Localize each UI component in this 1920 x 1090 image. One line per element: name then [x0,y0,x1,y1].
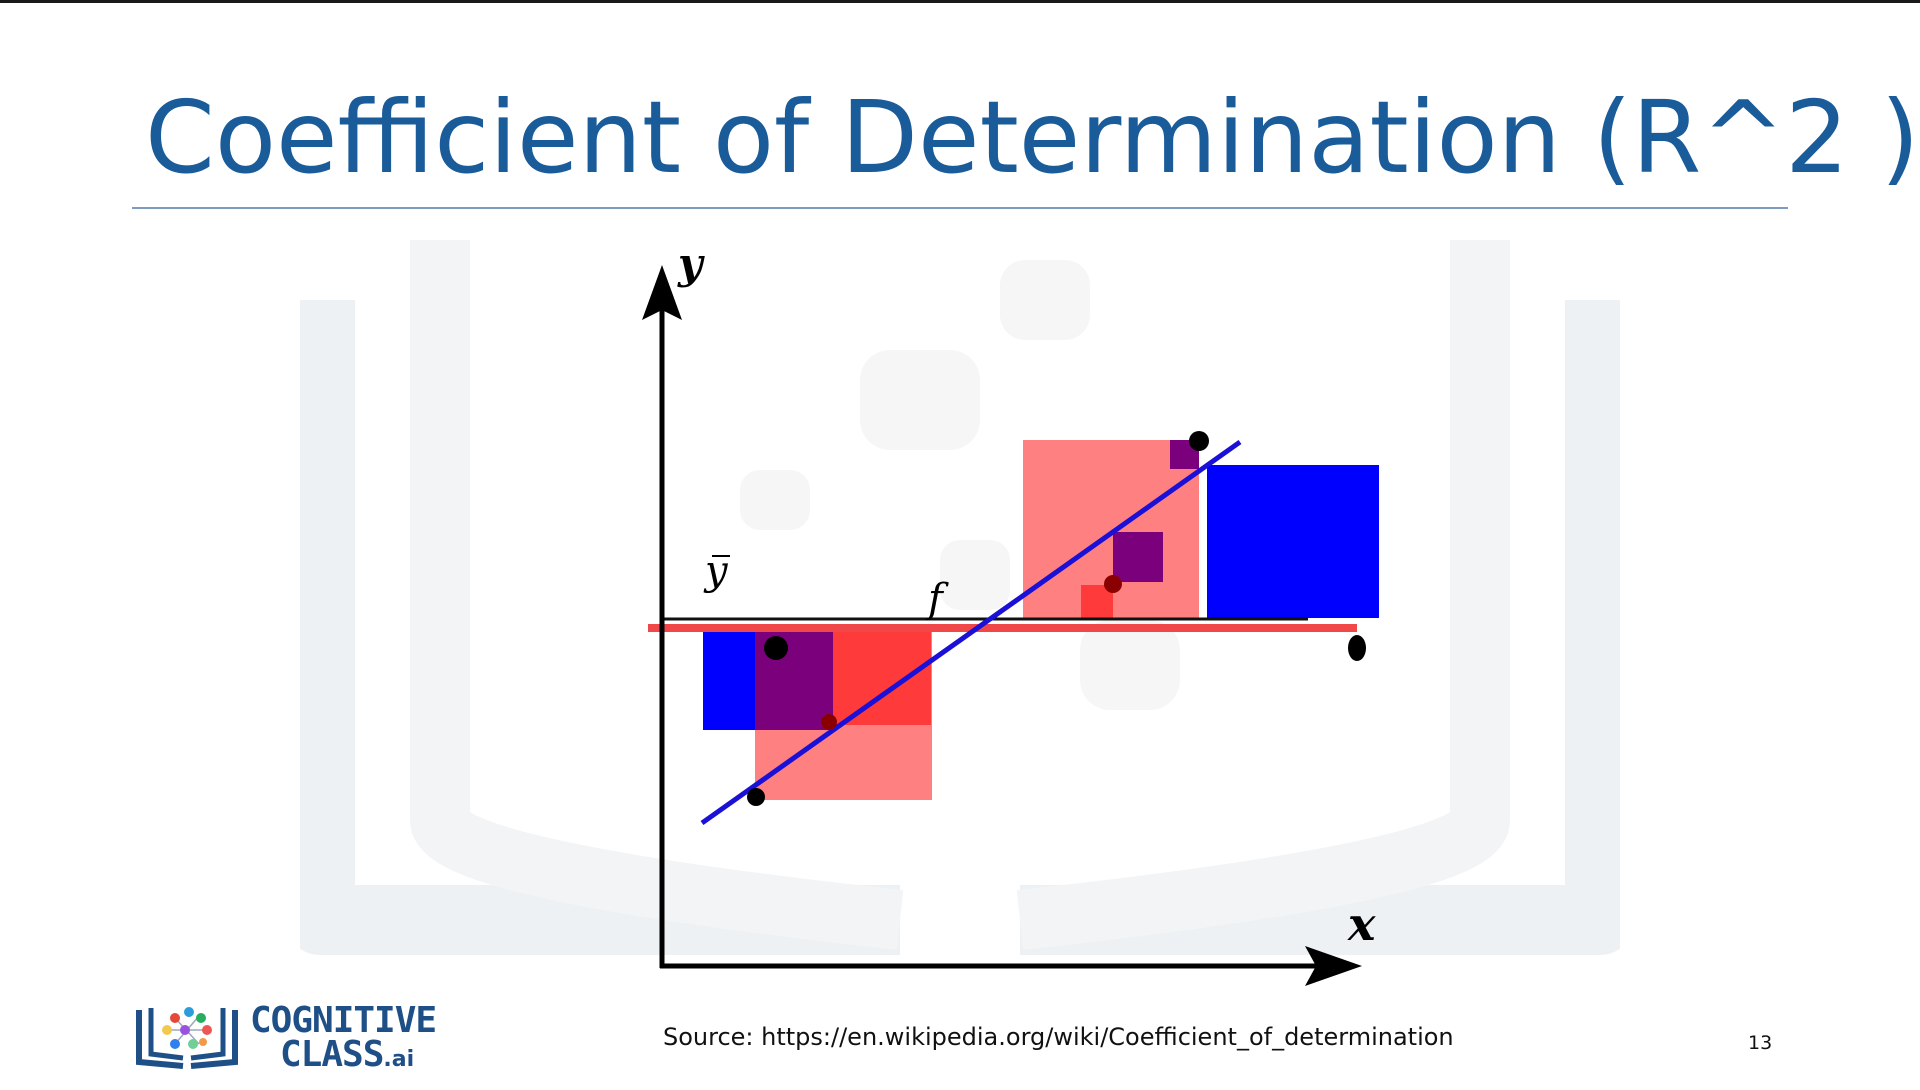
source-citation: Source: https://en.wikipedia.org/wiki/Co… [663,1023,1454,1051]
cognitive-class-logo: COGNITIVE CLASS.ai [135,1000,455,1075]
book-network-icon [136,1007,238,1069]
x-axis-arrow [1305,946,1362,986]
data-point [764,636,788,660]
total-square-left-small [833,625,931,725]
y-axis-label: y [677,239,705,288]
fit-point [1104,575,1122,593]
overlap-square-right-mid [1113,532,1163,582]
fit-label: f [925,576,949,622]
slide-title: Coefficient of Determination (R^2 ) [145,79,1920,196]
logo-text-line1: COGNITIVE [250,1000,437,1041]
logo-text-class: CLASS [280,1034,384,1075]
logo-text-line2: CLASS.ai [280,1034,414,1075]
top-border [0,0,1920,3]
mean-label: y [703,548,729,594]
data-point [1348,635,1366,661]
y-axis-arrow [642,265,682,320]
watermark-logo [300,240,1620,955]
title-divider [132,207,1788,209]
data-point [1189,431,1209,451]
regression-line [700,439,1242,826]
x-axis-label: x [1347,897,1376,951]
data-point [747,788,765,806]
logo-text-suffix: .ai [383,1047,415,1072]
page-number: 13 [1748,1032,1773,1054]
fit-point [821,714,837,730]
residual-square-right [1207,465,1379,618]
